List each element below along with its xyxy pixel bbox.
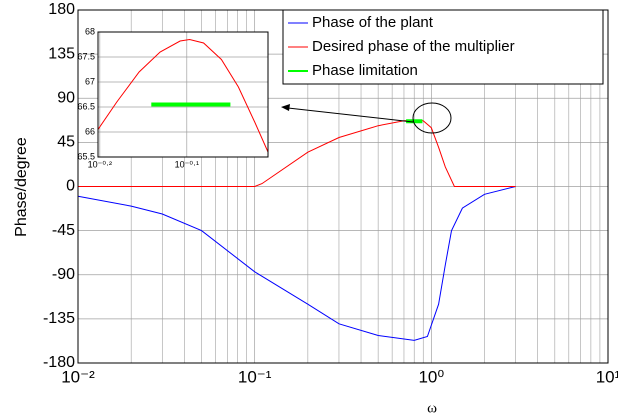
- plot-frame: [97, 31, 269, 158]
- highlight-ellipse: [412, 102, 452, 134]
- y-tick-label: 90: [57, 89, 75, 106]
- x-tick-label: 10⁻⁰·²: [88, 159, 112, 169]
- y-tick-label: -135: [43, 310, 75, 327]
- inset-plot: 68 67.5 67 66.5 66 65.510⁻⁰·² 10⁻⁰·¹: [77, 26, 269, 169]
- y-tick-label: 45: [57, 134, 75, 151]
- y-tick-label: 68: [85, 26, 95, 36]
- x-tick-label: 10⁻²: [61, 367, 95, 386]
- y-tick-label: 66.5: [77, 101, 95, 111]
- y-tick-label: -45: [52, 222, 75, 239]
- x-tick-label: 10⁻⁰·¹: [175, 159, 199, 169]
- x-axis-label: ω: [427, 400, 437, 416]
- y-tick-label: 180: [48, 1, 75, 18]
- arrow-head: [281, 104, 290, 111]
- series-line: [97, 38, 269, 153]
- legend-box: [282, 9, 604, 85]
- legend-label: Phase limitation: [312, 62, 418, 79]
- arrow-line: [287, 107, 414, 123]
- x-tick-label: 10⁰: [418, 367, 444, 386]
- legend: Phase of the plant Desired phase of the m…: [282, 9, 604, 85]
- y-axis-label: Phase/degree: [13, 137, 30, 237]
- y-tick-label: 67.5: [77, 51, 95, 61]
- y-tick-label: 66: [85, 126, 95, 136]
- x-tick-label: 10⁻¹: [238, 367, 272, 386]
- inset-background: [98, 32, 268, 157]
- y-tick-label: 65.5: [77, 151, 95, 161]
- y-tick-label: 135: [48, 45, 75, 62]
- y-tick-label: -180: [43, 354, 75, 371]
- series-line: [77, 186, 516, 341]
- y-tick-label: -90: [52, 266, 75, 283]
- x-tick-label: 10¹: [596, 367, 618, 386]
- y-tick-label: 0: [66, 178, 75, 195]
- legend-label: Phase of the plant: [312, 14, 434, 31]
- legend-label: Desired phase of the multiplier: [312, 38, 515, 55]
- y-tick-label: 67: [85, 76, 95, 86]
